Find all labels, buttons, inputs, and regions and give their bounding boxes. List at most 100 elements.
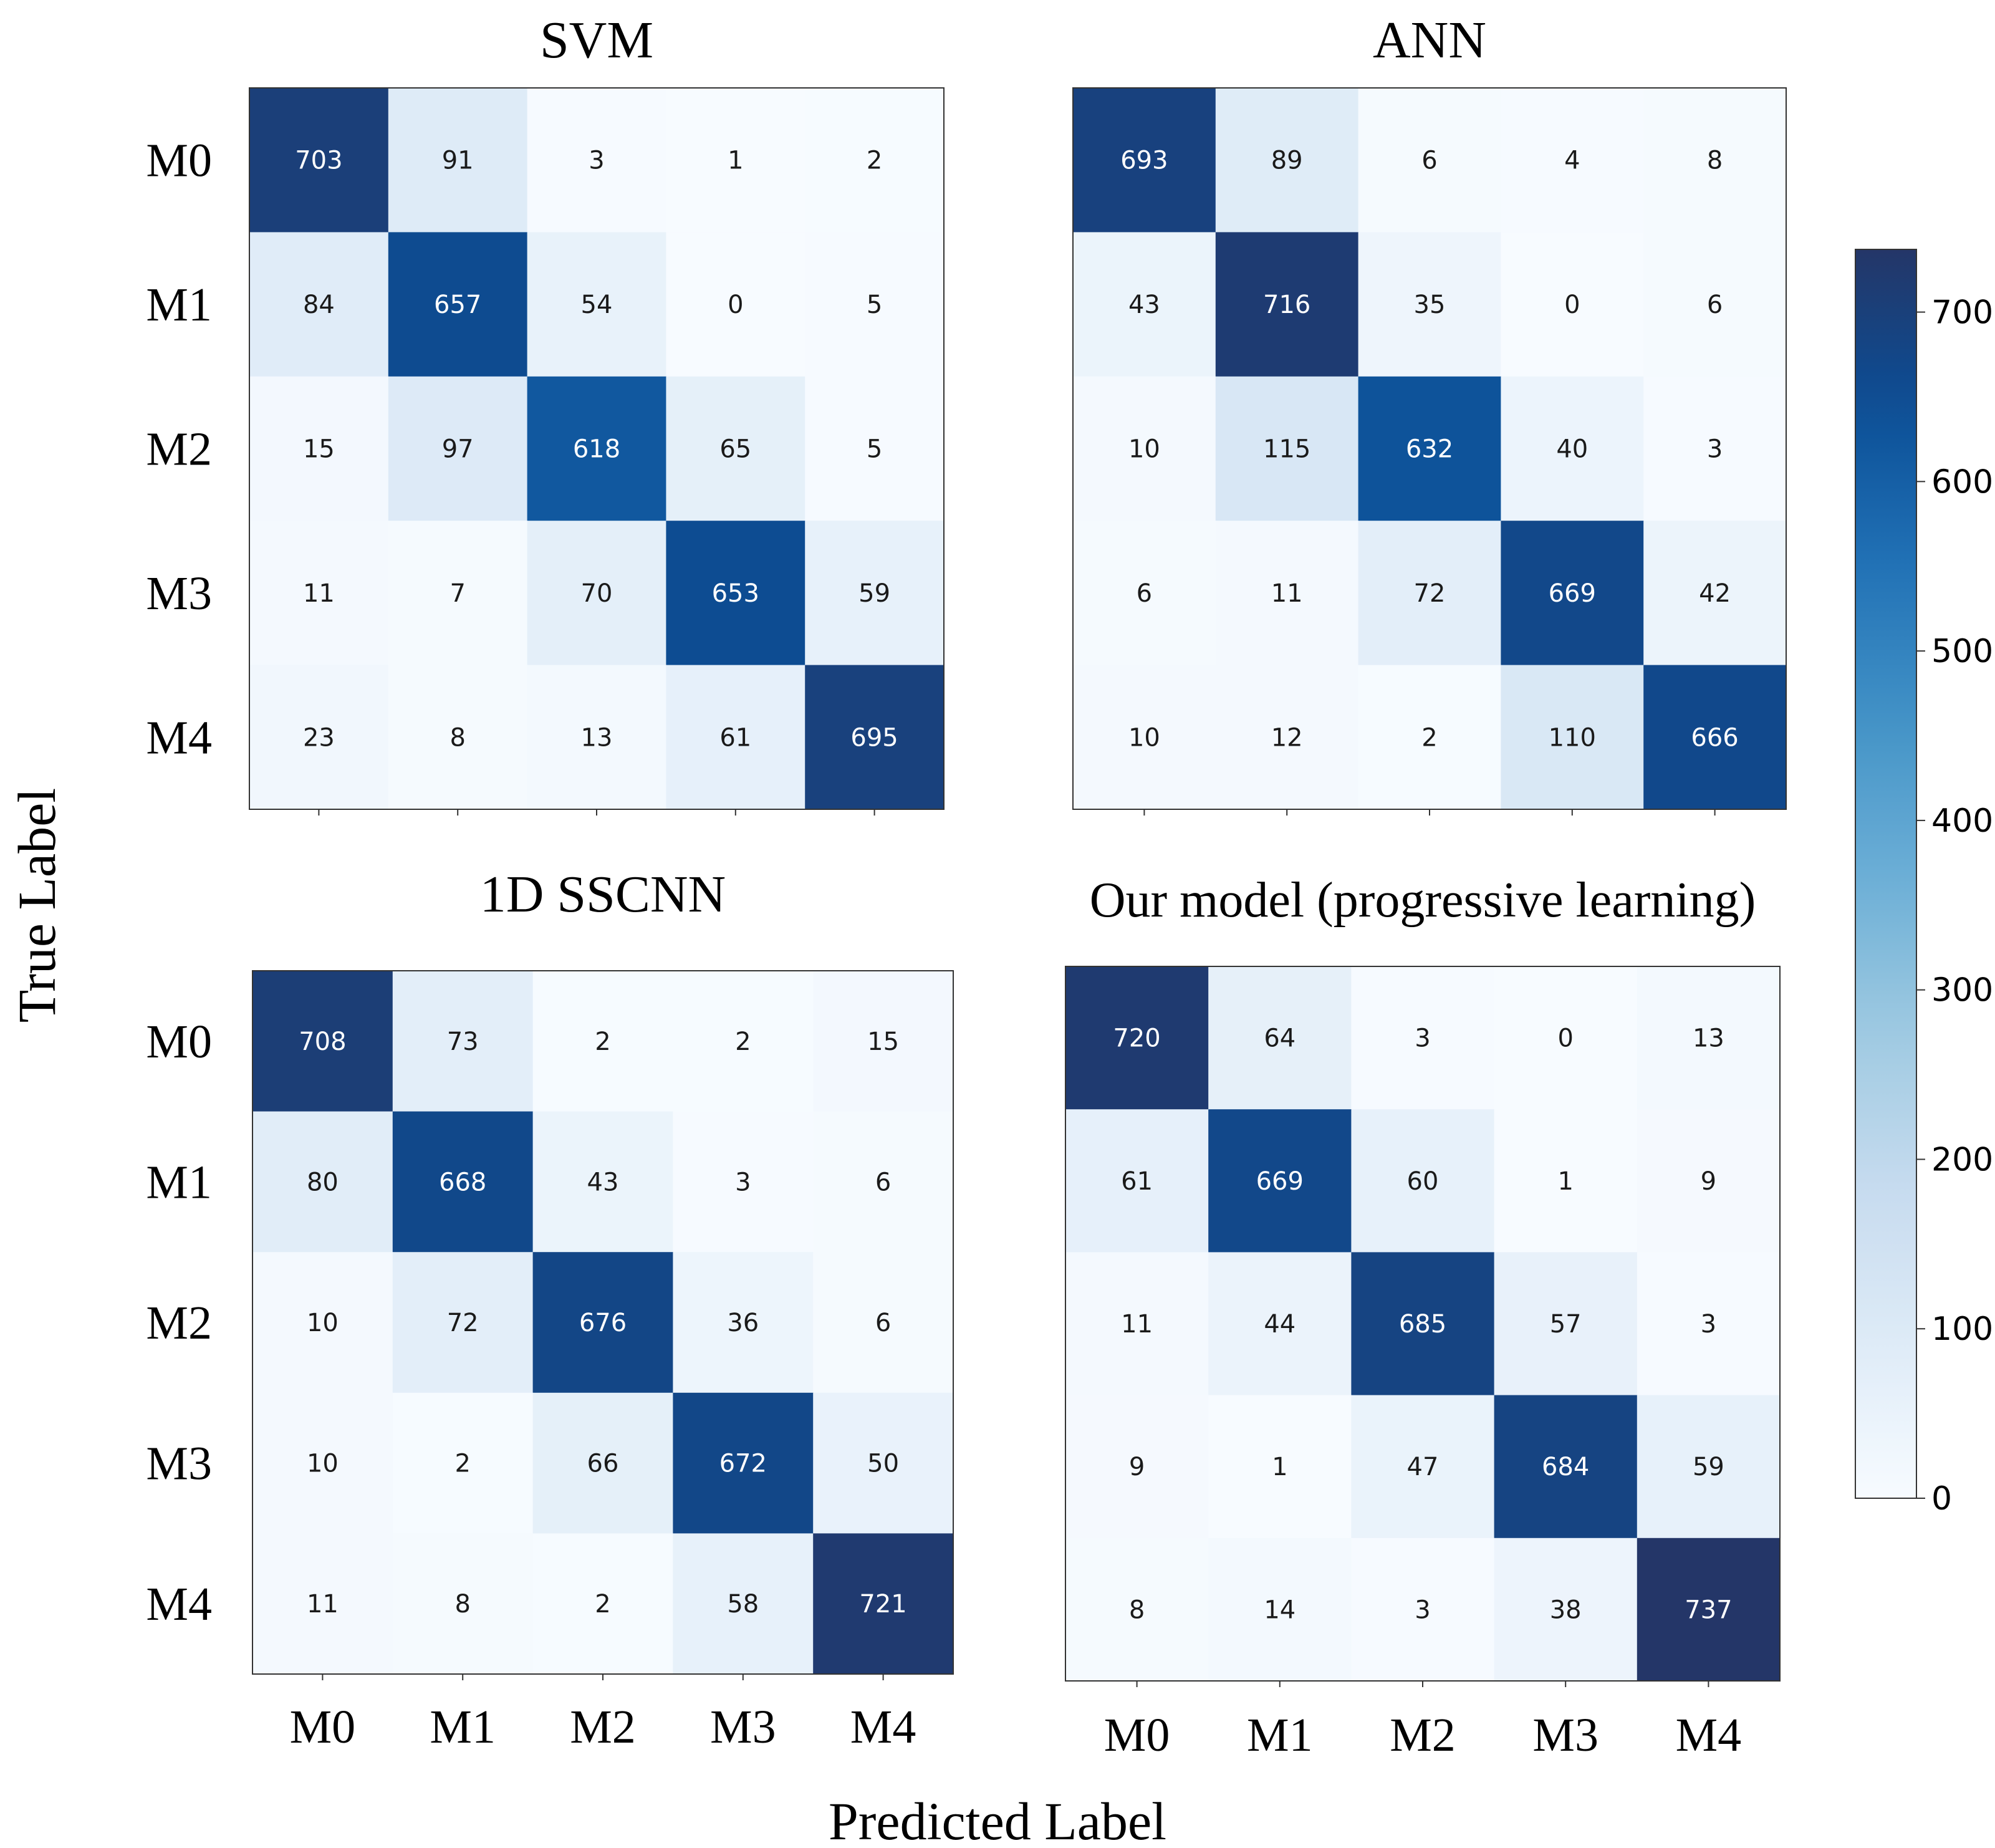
cell-value-label: 115 bbox=[1263, 435, 1310, 464]
cell-value-label: 13 bbox=[1693, 1024, 1724, 1053]
cell-value-label: 618 bbox=[573, 435, 620, 464]
heatmap-cell bbox=[388, 88, 528, 233]
figure-xlabel: Predicted Label bbox=[829, 1791, 1166, 1848]
heatmap-cell bbox=[1637, 1109, 1781, 1253]
cell-value-label: 6 bbox=[875, 1309, 891, 1337]
heatmap-cell bbox=[1215, 376, 1359, 521]
y-tick-label: M2 bbox=[146, 423, 212, 476]
cell-value-label: 632 bbox=[1406, 435, 1453, 464]
heatmap-cell bbox=[673, 971, 814, 1112]
heatmap-cell bbox=[1494, 1109, 1638, 1253]
cell-value-label: 1 bbox=[1557, 1167, 1573, 1196]
heatmap-cell bbox=[1643, 232, 1787, 377]
heatmap-cell bbox=[1501, 88, 1644, 233]
cell-value-label: 43 bbox=[1128, 291, 1160, 319]
heatmap-cell bbox=[666, 376, 805, 521]
heatmap-cell bbox=[1637, 1395, 1781, 1539]
heatmap-cell bbox=[249, 665, 389, 810]
cell-value-label: 8 bbox=[1707, 147, 1723, 175]
heatmap-cell bbox=[527, 232, 666, 377]
heatmap-cell bbox=[532, 971, 673, 1112]
colorbar-tick-label: 300 bbox=[1931, 972, 1993, 1009]
cell-value-label: 669 bbox=[1256, 1167, 1304, 1196]
cell-value-label: 11 bbox=[303, 579, 335, 608]
cell-value-label: 84 bbox=[303, 291, 335, 319]
cell-value-label: 59 bbox=[1693, 1453, 1724, 1481]
figure-ylabel: True Label bbox=[7, 788, 67, 1023]
cell-value-label: 693 bbox=[1120, 147, 1168, 175]
heatmap-cell bbox=[252, 971, 393, 1112]
heatmap-cell bbox=[1643, 376, 1787, 521]
heatmap-cell bbox=[1637, 966, 1781, 1110]
cell-value-label: 50 bbox=[867, 1450, 899, 1478]
cell-value-label: 2 bbox=[595, 1590, 610, 1619]
cell-value-label: 0 bbox=[1564, 291, 1580, 319]
cell-value-label: 40 bbox=[1556, 435, 1588, 464]
heatmap-cell bbox=[1073, 376, 1216, 521]
heatmap-panel-4: Our model (progressive learning) 720 64 3 0 1… bbox=[1065, 873, 1781, 1761]
heatmap-cell bbox=[813, 1111, 954, 1253]
heatmap-cell bbox=[1215, 88, 1359, 233]
heatmap-cell bbox=[1637, 1252, 1781, 1396]
y-tick-label: M0 bbox=[146, 1016, 212, 1068]
cell-value-label: 3 bbox=[1707, 435, 1723, 464]
heatmap-cell bbox=[249, 521, 389, 666]
colorbar-tick-label: 600 bbox=[1931, 463, 1993, 501]
heatmap-cell bbox=[1215, 665, 1359, 810]
cell-value-label: 23 bbox=[303, 723, 335, 752]
heatmap-cell bbox=[252, 1392, 393, 1534]
heatmap-cell bbox=[1073, 88, 1216, 233]
cell-value-label: 685 bbox=[1399, 1310, 1446, 1339]
cell-value-label: 2 bbox=[735, 1027, 751, 1056]
heatmap-cell bbox=[252, 1533, 393, 1675]
heatmap-cell bbox=[388, 665, 528, 810]
cell-value-label: 716 bbox=[1263, 291, 1310, 319]
cell-value-label: 676 bbox=[579, 1309, 627, 1337]
heatmap-cell bbox=[527, 521, 666, 666]
cell-value-label: 13 bbox=[581, 723, 613, 752]
y-tick-label: M3 bbox=[146, 1438, 212, 1490]
cell-value-label: 47 bbox=[1407, 1453, 1439, 1481]
heatmap-cell bbox=[1501, 376, 1644, 521]
cell-value-label: 70 bbox=[581, 579, 613, 608]
cell-value-label: 2 bbox=[595, 1027, 610, 1056]
heatmap-cell bbox=[1208, 1395, 1352, 1539]
cell-value-label: 57 bbox=[1550, 1310, 1582, 1339]
heatmap-cell bbox=[1643, 88, 1787, 233]
heatmap-cell bbox=[1208, 1538, 1352, 1682]
colorbar-tick-label: 700 bbox=[1931, 294, 1993, 332]
heatmap-cell bbox=[527, 376, 666, 521]
x-tick-label: M4 bbox=[850, 1701, 916, 1753]
heatmap-cell bbox=[252, 1252, 393, 1393]
cell-value-label: 38 bbox=[1550, 1595, 1582, 1624]
heatmap-cell bbox=[1065, 966, 1209, 1110]
heatmap-cell bbox=[392, 1392, 534, 1534]
cell-value-label: 43 bbox=[587, 1168, 619, 1196]
heatmap-cell bbox=[666, 665, 805, 810]
cell-value-label: 6 bbox=[1137, 579, 1152, 608]
y-tick-label: M1 bbox=[146, 279, 212, 331]
heatmap-cell bbox=[1351, 1109, 1495, 1253]
cell-value-label: 3 bbox=[1415, 1595, 1430, 1624]
cell-value-label: 0 bbox=[728, 291, 743, 319]
cell-value-label: 657 bbox=[434, 291, 481, 319]
colorbar-gradient bbox=[1855, 249, 1917, 1499]
colorbar-tick-label: 400 bbox=[1931, 802, 1993, 840]
heatmap-cell bbox=[388, 232, 528, 377]
cell-value-label: 66 bbox=[587, 1450, 619, 1478]
heatmap-cell bbox=[527, 665, 666, 810]
heatmap-cell bbox=[392, 971, 534, 1112]
heatmap-cell bbox=[527, 88, 666, 233]
cell-value-label: 3 bbox=[1701, 1310, 1716, 1339]
cell-value-label: 12 bbox=[1271, 723, 1303, 752]
heatmap-cell bbox=[1208, 966, 1352, 1110]
heatmap-cell bbox=[1643, 665, 1787, 810]
cell-value-label: 35 bbox=[1414, 291, 1446, 319]
y-tick-label: M3 bbox=[146, 567, 212, 620]
cell-value-label: 2 bbox=[454, 1450, 470, 1478]
cell-value-label: 80 bbox=[307, 1168, 339, 1196]
heatmap-cell bbox=[388, 376, 528, 521]
